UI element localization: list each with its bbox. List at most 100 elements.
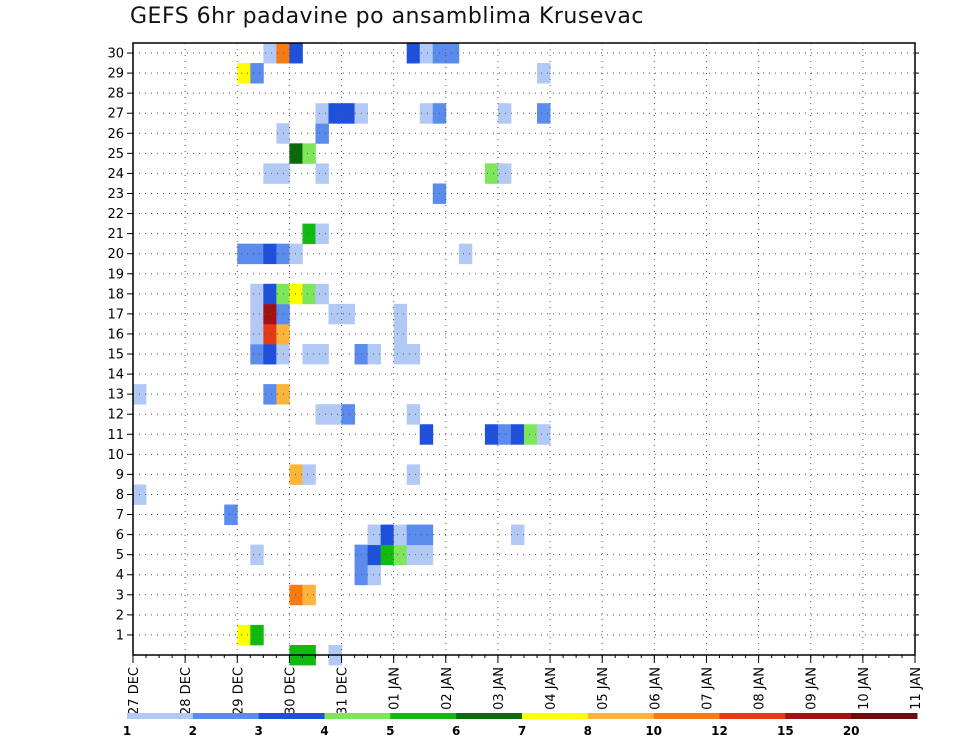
heatmap-cell — [315, 404, 329, 425]
heatmap-cell — [289, 243, 303, 265]
heatmap-cell — [341, 404, 355, 425]
heatmap-cell — [497, 424, 512, 445]
heatmap-cell — [302, 464, 316, 485]
heatmap-cell — [263, 283, 277, 305]
heatmap-cell — [537, 424, 551, 445]
heatmap-cell — [419, 544, 434, 566]
heatmap-cell — [367, 524, 382, 546]
colorbar-swatch — [719, 713, 786, 719]
heatmap-cell — [406, 404, 421, 425]
heatmap-cell — [315, 223, 329, 245]
colorbar-swatch — [587, 713, 655, 719]
y-tick-label: 11 — [107, 428, 124, 443]
heatmap-cell — [537, 63, 551, 84]
heatmap-cell — [263, 303, 277, 325]
heatmap-cell — [484, 424, 499, 445]
heatmap-cell — [315, 343, 329, 365]
colorbar-label: 10 — [645, 724, 662, 738]
y-tick-label: 19 — [107, 267, 124, 282]
colorbar-swatch — [324, 713, 391, 719]
y-tick-label: 28 — [107, 87, 124, 102]
y-axis: 1234567891011121314151617181920212223242… — [107, 47, 919, 643]
colorbar-label: 6 — [452, 724, 460, 738]
heatmap-cell — [380, 544, 395, 566]
colorbar-label: 7 — [518, 724, 526, 738]
colorbar-label: 12 — [711, 724, 728, 738]
x-tick-label: 29 DEC — [231, 667, 246, 715]
y-tick-label: 17 — [107, 307, 124, 322]
y-tick-label: 15 — [107, 348, 124, 363]
heatmap-cell — [458, 243, 473, 265]
colorbar-label: 15 — [777, 724, 794, 738]
colorbar-label: 4 — [320, 724, 328, 738]
grid-layer — [133, 43, 915, 655]
y-tick-label: 27 — [107, 107, 124, 122]
y-tick-label: 18 — [107, 287, 124, 302]
heatmap-cell — [406, 464, 421, 485]
heatmap-cell — [406, 43, 421, 64]
heatmap-cell — [406, 343, 421, 365]
colorbar-swatch — [522, 713, 589, 719]
heatmap-cell — [289, 143, 303, 164]
heatmap-cell — [315, 123, 329, 144]
colorbar-swatch — [785, 713, 852, 719]
heatmap-cell — [315, 283, 329, 305]
heatmap-cell — [445, 43, 460, 64]
heatmap-cell — [302, 223, 316, 245]
y-tick-label: 3 — [116, 588, 124, 603]
x-tick-label: 28 DEC — [179, 667, 194, 715]
x-tick-label: 31 DEC — [336, 667, 351, 715]
x-tick-label: 03 JAN — [492, 667, 507, 710]
heatmap-cell — [237, 63, 251, 84]
heatmap-cell — [419, 43, 434, 64]
heatmap-cell — [263, 384, 277, 405]
heatmap-cell — [367, 343, 382, 365]
heatmap-cell — [406, 524, 421, 546]
y-tick-label: 5 — [116, 548, 124, 563]
heatmap-cell — [419, 103, 434, 124]
y-tick-label: 29 — [107, 67, 124, 82]
heatmap-cell — [302, 584, 316, 606]
heatmap-cell — [289, 43, 303, 64]
heatmap-cell — [341, 103, 355, 124]
heatmap-cell — [328, 103, 342, 124]
heatmap-cell — [406, 544, 421, 566]
y-tick-label: 12 — [107, 408, 124, 423]
y-tick-label: 6 — [116, 528, 124, 543]
heatmap-cell — [315, 103, 329, 124]
heatmap-cell — [419, 524, 434, 546]
cells-layer — [133, 43, 551, 666]
heatmap-cell — [393, 544, 408, 566]
y-tick-label: 2 — [116, 608, 124, 623]
x-tick-label: 11 JAN — [909, 667, 924, 710]
x-tick-label: 10 JAN — [857, 667, 872, 710]
colorbar-label: 20 — [843, 724, 860, 738]
x-tick-label: 08 JAN — [753, 667, 768, 710]
y-tick-label: 23 — [107, 187, 124, 202]
colorbar-swatch — [653, 713, 720, 719]
heatmap-cell — [250, 323, 264, 345]
x-axis: 27 DEC 28 DEC 29 DEC 30 DEC 31 DEC 01 JAN 02 J… — [127, 655, 924, 715]
x-tick-label: 02 JAN — [440, 667, 455, 710]
x-tick-label: 05 JAN — [596, 667, 611, 710]
y-tick-label: 25 — [107, 147, 124, 162]
heatmap-cell — [328, 404, 342, 425]
chart-title: GEFS 6hr padavine po ansamblima Krusevac — [130, 4, 644, 29]
heatmap-cell — [250, 624, 264, 646]
heatmap-cell — [250, 243, 264, 265]
heatmap-cell — [393, 303, 408, 325]
heatmap-cell — [419, 424, 434, 445]
heatmap-cell — [302, 143, 316, 164]
x-tick-label: 06 JAN — [648, 667, 663, 710]
colorbar-label: 1 — [123, 724, 131, 738]
heatmap-cell — [393, 524, 408, 546]
heatmap-cell — [237, 624, 251, 646]
heatmap-cell — [250, 343, 264, 365]
heatmap-cell — [497, 163, 512, 184]
heatmap-cell — [263, 163, 277, 184]
y-tick-label: 20 — [107, 247, 124, 262]
x-tick-label: 07 JAN — [700, 667, 715, 710]
colorbar-swatch — [456, 713, 523, 719]
colorbar-swatch — [851, 713, 918, 719]
